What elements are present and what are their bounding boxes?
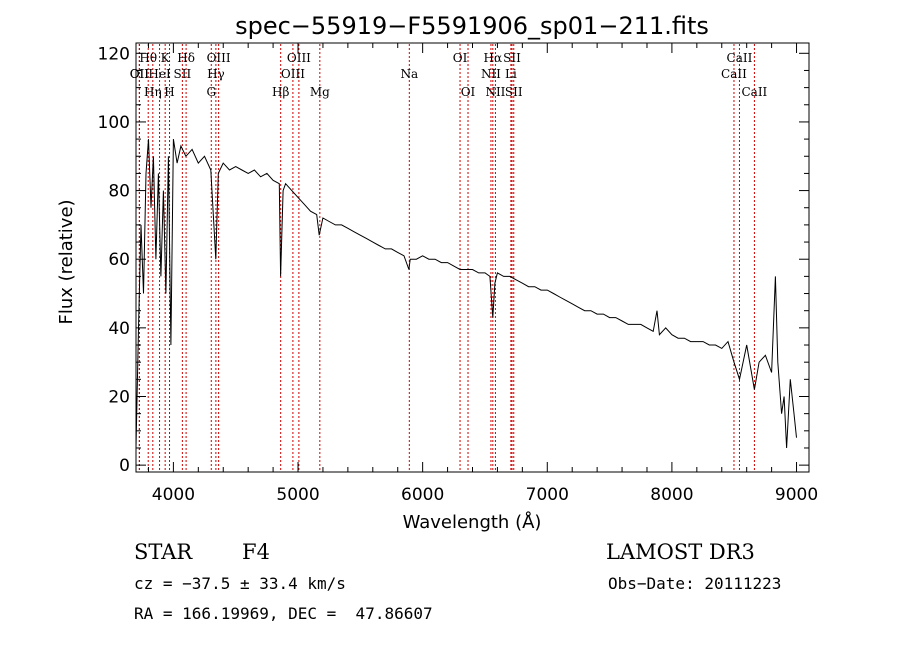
x-tick-label-8000: 8000 xyxy=(650,485,693,505)
y-tick-label-100: 100 xyxy=(98,113,130,133)
line-label-17: OI xyxy=(453,51,468,65)
x-tick-label-9000: 9000 xyxy=(775,485,818,505)
survey-name: LAMOST DR3 xyxy=(606,540,755,564)
y-tick-label-20: 20 xyxy=(108,387,130,407)
line-label-15: Mg xyxy=(310,85,330,99)
line-label-12: Hβ xyxy=(272,85,289,99)
y-axis-label: Flux (relative) xyxy=(56,199,77,324)
x-tick-label-6000: 6000 xyxy=(401,485,444,505)
x-axis-ticks: 4000 5000 6000 7000 8000 9000 xyxy=(147,43,818,505)
line-label-21: NII xyxy=(485,85,505,99)
observation-date: Obs−Date: 20111223 xyxy=(608,574,782,593)
y-tick-label-60: 60 xyxy=(108,250,130,270)
line-label-23: Li xyxy=(505,67,517,81)
y-tick-label-80: 80 xyxy=(108,182,130,202)
spectrum-line xyxy=(135,139,797,449)
line-label-6: H xyxy=(164,85,174,99)
line-label-2: OII xyxy=(130,67,150,81)
line-label-13: OIII xyxy=(281,67,305,81)
y-tick-label-40: 40 xyxy=(108,319,130,339)
y-axis-ticks: 0 20 40 60 80 100 120 xyxy=(98,44,809,476)
y-tick-label-0: 0 xyxy=(119,456,130,476)
line-label-3: Hη xyxy=(144,85,162,99)
line-label-18: OI xyxy=(461,85,476,99)
line-label-24: SII xyxy=(505,85,523,99)
sky-coordinates: RA = 166.19969, DEC = 47.86607 xyxy=(134,604,433,623)
line-label-14: OIII xyxy=(287,51,311,65)
redshift-velocity: cz = −37.5 ± 33.4 km/s xyxy=(134,574,346,593)
line-label-16: Na xyxy=(400,67,418,81)
x-tick-label-7000: 7000 xyxy=(526,485,569,505)
line-label-27: CaII xyxy=(741,85,767,99)
object-class: STAR xyxy=(134,540,193,564)
x-tick-label-5000: 5000 xyxy=(276,485,319,505)
x-tick-label-4000: 4000 xyxy=(152,485,195,505)
line-label-11: G xyxy=(206,85,216,99)
line-label-7: SII xyxy=(174,67,192,81)
line-label-8: Hδ xyxy=(177,51,195,65)
x-axis-label: Wavelength (Å) xyxy=(403,511,542,533)
chart-title: spec−55919−F5591906_sp01−211.fits xyxy=(235,12,709,40)
line-label-4: K xyxy=(161,51,171,65)
line-label-26: CaII xyxy=(721,67,747,81)
plot-frame xyxy=(135,42,810,473)
line-label-5: HeI xyxy=(148,67,171,81)
line-label-25: CaII xyxy=(727,51,753,65)
y-tick-label-120: 120 xyxy=(98,44,130,64)
object-subclass: F4 xyxy=(242,540,270,564)
line-label-10: Hγ xyxy=(207,67,225,81)
line-label-20: NII xyxy=(481,67,501,81)
line-label-9: OIII xyxy=(207,51,231,65)
line-label-0: OII xyxy=(130,67,150,81)
line-label-1: Hθ xyxy=(139,51,157,65)
line-marker-lines xyxy=(138,44,755,471)
line-label-19: Hα xyxy=(484,51,503,65)
line-label-22: SII xyxy=(503,51,521,65)
